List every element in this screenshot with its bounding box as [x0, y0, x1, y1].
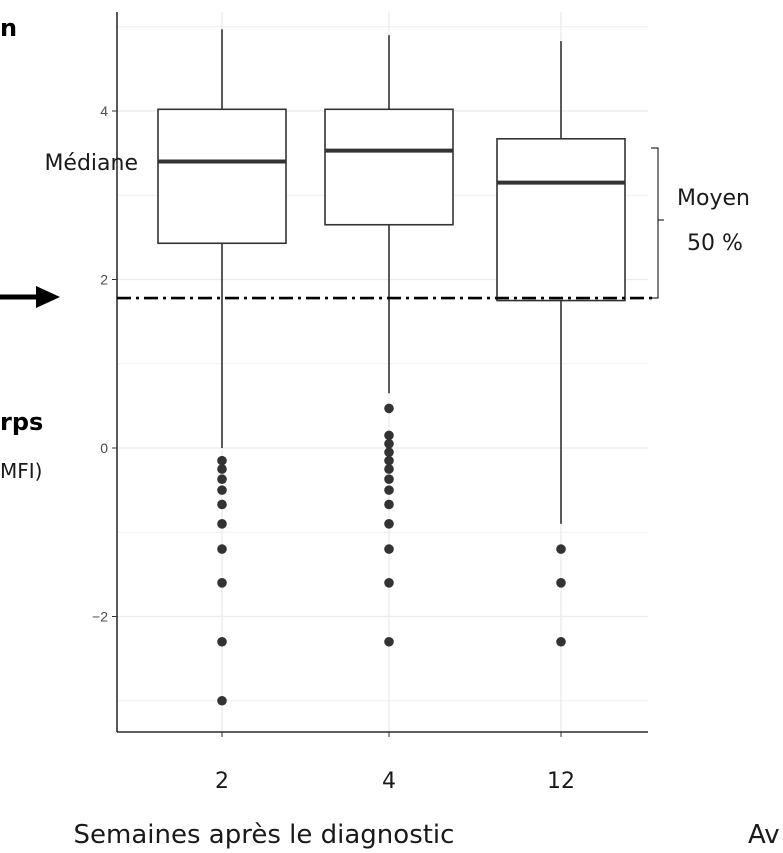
- outlier-point: [217, 695, 227, 706]
- outlier-point: [556, 636, 566, 647]
- y-tick-label: 2: [100, 272, 108, 288]
- outlier-point: [384, 464, 394, 474]
- outlier-point: [384, 499, 394, 510]
- outlier-point: [384, 474, 394, 484]
- outlier-point: [217, 464, 227, 474]
- box-rect: [324, 108, 454, 226]
- outlier-point: [384, 430, 394, 441]
- outlier-point: [384, 485, 394, 495]
- left-title-fragment: n: [0, 14, 17, 42]
- x-tick-label: 2: [215, 769, 229, 794]
- x-axis-title: Semaines après le diagnostic: [74, 820, 455, 850]
- outlier-point: [556, 578, 566, 588]
- arrow-icon: [0, 286, 60, 308]
- x-tick-label: 4: [382, 769, 396, 794]
- outlier-point: [217, 474, 227, 484]
- median-label: Médiane: [44, 151, 138, 176]
- iqr-label-line1: Moyen: [677, 186, 750, 211]
- outlier-point: [217, 519, 227, 529]
- left-axis-label-sub: MFI): [0, 459, 42, 483]
- y-tick-label: 4: [100, 103, 108, 119]
- boxes: [117, 29, 656, 706]
- right-fragment: Av: [748, 820, 780, 850]
- y-tick-label: −2: [92, 609, 108, 625]
- box-2: [157, 29, 287, 706]
- outlier-point: [384, 403, 394, 414]
- outlier-point: [217, 485, 227, 495]
- outlier-point: [217, 578, 227, 588]
- outlier-point: [384, 447, 394, 458]
- iqr-label-line2: 50 %: [687, 231, 743, 256]
- box-12: [496, 41, 626, 647]
- outlier-point: [556, 544, 566, 554]
- box-4: [324, 35, 454, 647]
- outlier-point: [384, 578, 394, 588]
- x-tick-label: 12: [547, 769, 575, 794]
- y-tick-label: 0: [100, 440, 108, 456]
- box-rect: [496, 138, 626, 302]
- outlier-point: [384, 636, 394, 647]
- outlier-point: [384, 438, 394, 449]
- outlier-point: [384, 519, 394, 529]
- axes: −2 0 2 4 2 4 12: [92, 12, 648, 794]
- box-rect: [157, 108, 287, 245]
- outlier-point: [217, 544, 227, 554]
- iqr-bracket: [651, 147, 664, 299]
- outlier-point: [384, 544, 394, 554]
- left-axis-label-bold: rps: [0, 408, 43, 436]
- outlier-point: [217, 455, 227, 466]
- outlier-point: [217, 499, 227, 510]
- outlier-point: [384, 455, 394, 466]
- outlier-point: [217, 636, 227, 647]
